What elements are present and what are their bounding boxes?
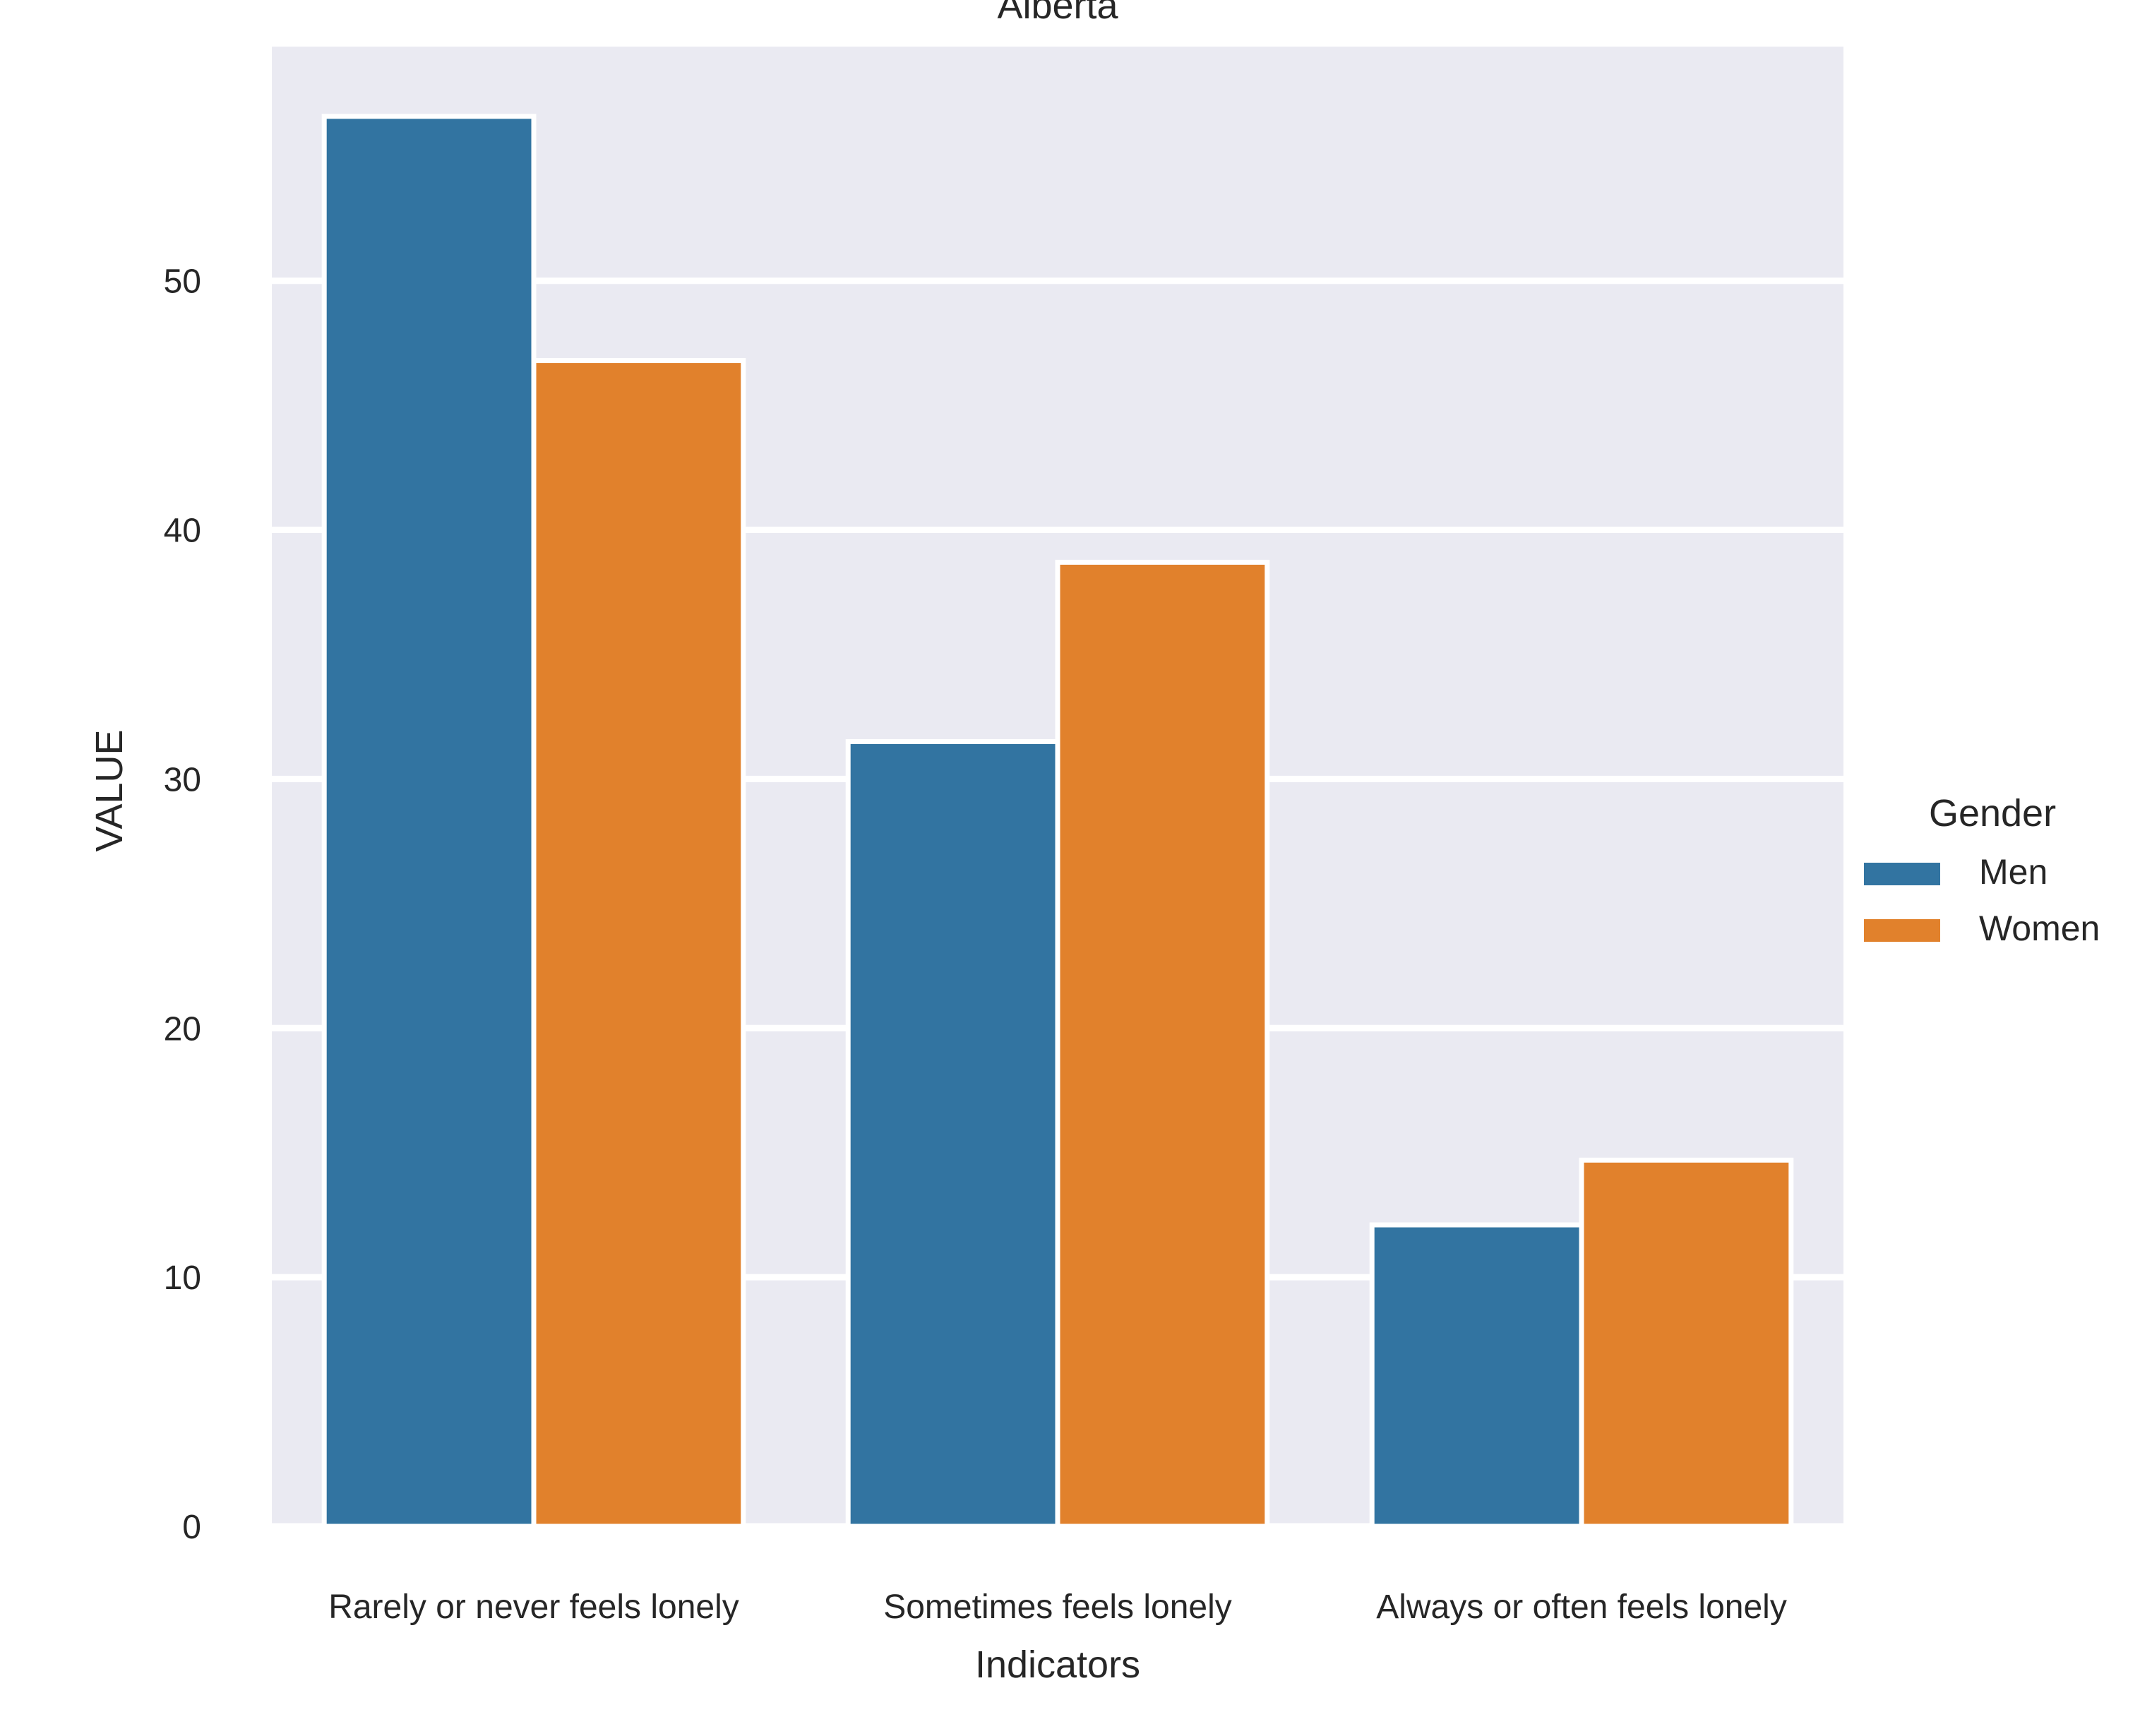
bars — [321, 114, 1794, 1529]
legend-label-women: Women — [1979, 909, 2100, 948]
bar-women-1 — [531, 358, 746, 1529]
chart-title: Alberta — [997, 0, 1118, 27]
y-tick-label: 0 — [182, 1509, 201, 1546]
x-tick-label: Always or often feels lonely — [1376, 1588, 1787, 1626]
bar-women-3 — [1579, 1157, 1794, 1529]
bar-women-2 — [1055, 559, 1270, 1529]
x-tick-label: Rarely or never feels lonely — [328, 1588, 739, 1626]
y-tick-label: 10 — [164, 1259, 201, 1297]
y-tick-labels: 0 10 20 30 40 50 — [164, 263, 201, 1546]
bar-men-3 — [1369, 1222, 1584, 1529]
legend-label-men: Men — [1979, 852, 2048, 892]
y-tick-label: 50 — [164, 263, 201, 301]
x-axis-label: Indicators — [975, 1644, 1140, 1686]
y-axis-label: VALUE — [88, 729, 131, 851]
y-tick-label: 40 — [164, 513, 201, 550]
legend-title: Gender — [1929, 792, 2056, 834]
y-tick-label: 20 — [164, 1010, 201, 1048]
legend-swatch-women — [1864, 919, 1940, 942]
x-tick-label: Sometimes feels lonely — [883, 1588, 1232, 1626]
bar-men-1 — [321, 114, 537, 1529]
y-tick-label: 30 — [164, 761, 201, 798]
legend-swatch-men — [1864, 863, 1940, 885]
legend: Gender Men Women — [1864, 792, 2100, 948]
x-tick-labels: Rarely or never feels lonely Sometimes fe… — [328, 1588, 1787, 1626]
bar-men-2 — [845, 738, 1060, 1529]
